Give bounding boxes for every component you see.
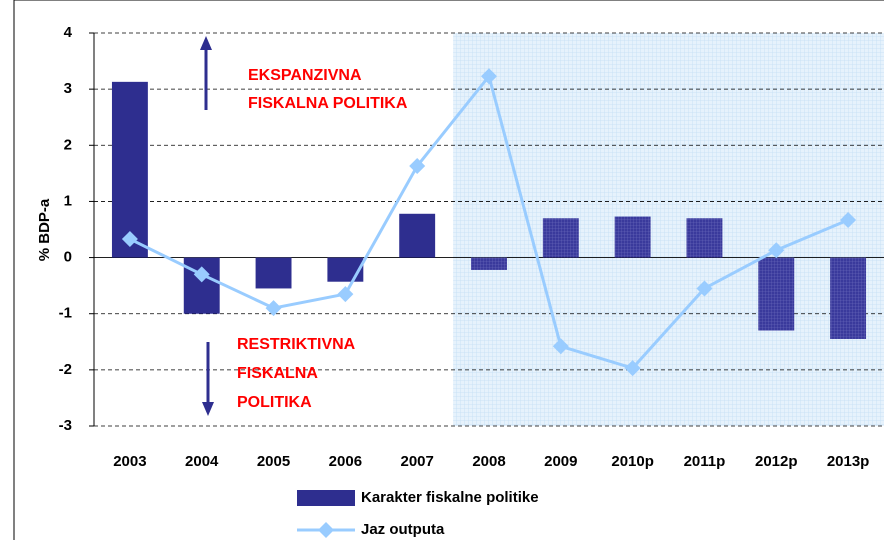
y-tick-label: -2 bbox=[59, 361, 72, 378]
bar bbox=[758, 257, 795, 331]
bar bbox=[327, 257, 364, 282]
frame bbox=[13, 0, 884, 540]
legend-swatch bbox=[318, 522, 334, 538]
x-tick-label: 2012p bbox=[755, 453, 798, 470]
x-tick-label: 2009 bbox=[544, 453, 577, 470]
annotation: POLITIKA bbox=[237, 394, 312, 411]
forecast-shading bbox=[453, 33, 884, 426]
legend-swatch bbox=[297, 490, 355, 506]
marker bbox=[768, 242, 785, 259]
x-tick-label: 2003 bbox=[113, 453, 146, 470]
marker bbox=[193, 266, 210, 283]
marker bbox=[409, 158, 426, 175]
y-tick-label: 0 bbox=[64, 249, 72, 266]
bar bbox=[183, 257, 220, 314]
bar bbox=[614, 216, 651, 258]
arrow-head bbox=[202, 402, 214, 416]
arrow-head bbox=[200, 36, 212, 50]
x-tick-label: 2011p bbox=[684, 453, 726, 470]
bar bbox=[255, 257, 292, 289]
bar bbox=[830, 257, 867, 339]
bar bbox=[542, 218, 579, 258]
y-tick-label: -3 bbox=[59, 417, 72, 434]
legend-label: Jaz outputa bbox=[361, 521, 445, 538]
annotation: FISKALNA POLITIKA bbox=[248, 95, 408, 112]
x-tick-label: 2013p bbox=[827, 453, 870, 470]
x-tick-label: 2006 bbox=[329, 453, 362, 470]
y-tick-label: -1 bbox=[59, 305, 72, 322]
y-tick-label: 2 bbox=[64, 136, 72, 153]
marker bbox=[696, 280, 713, 297]
annotation: RESTRIKTIVNA bbox=[237, 336, 356, 353]
annotation: FISKALNA bbox=[237, 365, 318, 382]
x-tick-label: 2007 bbox=[400, 453, 433, 470]
marker bbox=[121, 231, 138, 248]
y-axis-label: % BDP-a bbox=[36, 198, 53, 261]
bar bbox=[111, 81, 148, 258]
bar bbox=[686, 218, 723, 258]
x-tick-label: 2004 bbox=[185, 453, 219, 470]
marker bbox=[552, 338, 569, 355]
marker bbox=[481, 68, 497, 85]
x-tick-label: 2008 bbox=[472, 453, 505, 470]
marker bbox=[337, 286, 354, 303]
y-tick-label: 1 bbox=[64, 192, 72, 209]
x-tick-label: 2010p bbox=[611, 453, 654, 470]
bar bbox=[399, 213, 436, 258]
legend-label: Karakter fiskalne politike bbox=[361, 489, 539, 506]
bar bbox=[471, 257, 507, 270]
annotation: EKSPANZIVNA bbox=[248, 67, 362, 84]
marker bbox=[624, 360, 641, 377]
marker bbox=[265, 300, 282, 317]
x-tick-label: 2005 bbox=[257, 453, 290, 470]
y-tick-label: 3 bbox=[64, 80, 72, 97]
y-tick-label: 4 bbox=[64, 24, 73, 41]
marker bbox=[840, 211, 857, 228]
